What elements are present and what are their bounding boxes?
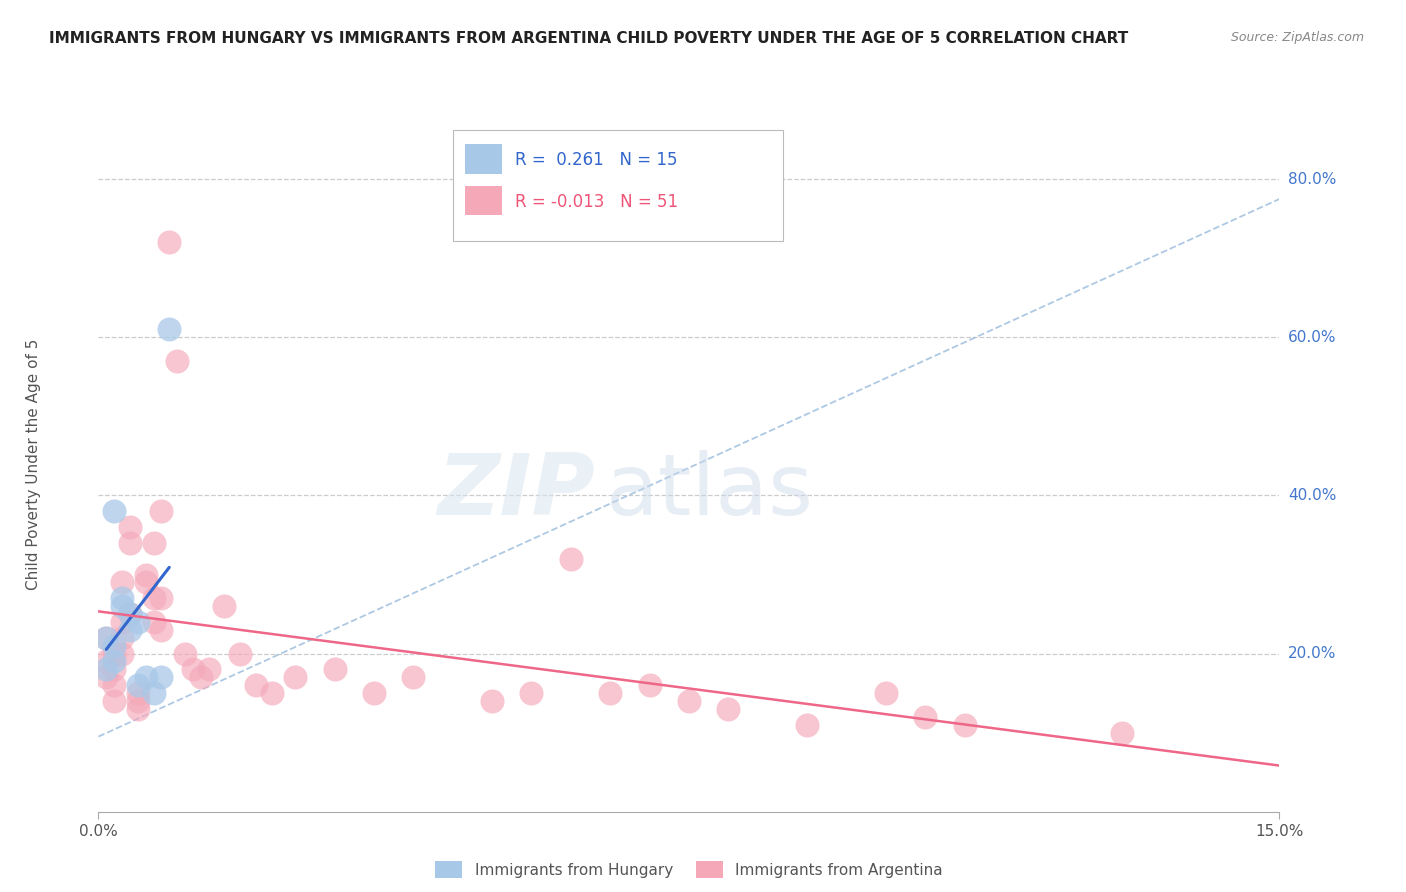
FancyBboxPatch shape	[453, 130, 783, 241]
Point	[118, 623, 141, 637]
Point	[118, 520, 141, 534]
Point	[103, 678, 125, 692]
Point	[111, 615, 134, 629]
Point	[678, 694, 700, 708]
Text: 40.0%: 40.0%	[1288, 488, 1336, 503]
Point	[914, 710, 936, 724]
Point	[260, 686, 283, 700]
Point	[96, 670, 118, 684]
Point	[245, 678, 267, 692]
Point	[127, 694, 149, 708]
Text: Source: ZipAtlas.com: Source: ZipAtlas.com	[1230, 31, 1364, 45]
Point	[157, 235, 180, 250]
Text: 60.0%: 60.0%	[1288, 330, 1336, 345]
Point	[135, 670, 157, 684]
Point	[111, 591, 134, 606]
Point	[111, 599, 134, 614]
Point	[142, 686, 165, 700]
Point	[103, 639, 125, 653]
Point	[181, 662, 204, 676]
Point	[135, 567, 157, 582]
Text: R = -0.013   N = 51: R = -0.013 N = 51	[516, 193, 679, 211]
Point	[127, 678, 149, 692]
Point	[190, 670, 212, 684]
Point	[157, 322, 180, 336]
Point	[953, 717, 976, 731]
Point	[1111, 725, 1133, 739]
Point	[363, 686, 385, 700]
Point	[150, 670, 173, 684]
Point	[127, 686, 149, 700]
Point	[150, 623, 173, 637]
Point	[127, 615, 149, 629]
Point	[111, 647, 134, 661]
Point	[481, 694, 503, 708]
Point	[96, 631, 118, 645]
Point	[96, 662, 118, 676]
Point	[103, 647, 125, 661]
Text: 80.0%: 80.0%	[1288, 172, 1336, 186]
Point	[96, 655, 118, 669]
Point	[142, 591, 165, 606]
Point	[599, 686, 621, 700]
Point	[118, 536, 141, 550]
Point	[197, 662, 219, 676]
Point	[796, 717, 818, 731]
FancyBboxPatch shape	[464, 186, 502, 216]
Point	[214, 599, 236, 614]
Point	[717, 702, 740, 716]
Point	[150, 504, 173, 518]
Point	[111, 575, 134, 590]
Point	[174, 647, 197, 661]
FancyBboxPatch shape	[464, 145, 502, 174]
Point	[135, 575, 157, 590]
Point	[111, 631, 134, 645]
Point	[127, 702, 149, 716]
Text: IMMIGRANTS FROM HUNGARY VS IMMIGRANTS FROM ARGENTINA CHILD POVERTY UNDER THE AGE: IMMIGRANTS FROM HUNGARY VS IMMIGRANTS FR…	[49, 31, 1129, 46]
Point	[520, 686, 543, 700]
Point	[118, 607, 141, 621]
Point	[103, 694, 125, 708]
Point	[638, 678, 661, 692]
Text: R =  0.261   N = 15: R = 0.261 N = 15	[516, 151, 678, 169]
Point	[323, 662, 346, 676]
Point	[166, 354, 188, 368]
Point	[560, 551, 582, 566]
Point	[103, 504, 125, 518]
Text: atlas: atlas	[606, 450, 814, 533]
Text: ZIP: ZIP	[437, 450, 595, 533]
Point	[150, 591, 173, 606]
Point	[96, 631, 118, 645]
Point	[142, 536, 165, 550]
Point	[103, 662, 125, 676]
Point	[402, 670, 425, 684]
Point	[118, 607, 141, 621]
Point	[103, 655, 125, 669]
Text: 20.0%: 20.0%	[1288, 646, 1336, 661]
Text: Child Poverty Under the Age of 5: Child Poverty Under the Age of 5	[25, 338, 41, 590]
Point	[284, 670, 307, 684]
Point	[875, 686, 897, 700]
Legend: Immigrants from Hungary, Immigrants from Argentina: Immigrants from Hungary, Immigrants from…	[429, 855, 949, 884]
Point	[229, 647, 252, 661]
Point	[142, 615, 165, 629]
